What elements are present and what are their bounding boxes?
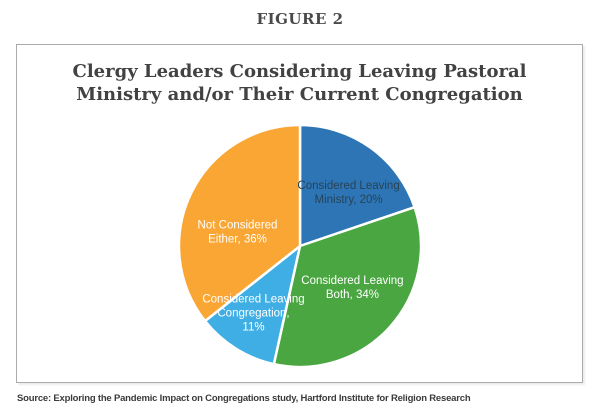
figure-label: FIGURE 2: [256, 10, 344, 28]
pie-label-ministry: Considered Leaving Ministry, 20%: [297, 180, 399, 206]
pie-chart: Considered Leaving Ministry, 20% Considere…: [177, 123, 423, 369]
pie-label-congregation: Considered Leaving Congregation, 11%: [202, 293, 304, 333]
chart-title: Clergy Leaders Considering Leaving Pasto…: [17, 60, 582, 106]
chart-panel: Clergy Leaders Considering Leaving Pasto…: [16, 44, 583, 383]
pie-slice-congregation: [203, 244, 302, 366]
pie-label-both: Considered Leaving Both, 34%: [301, 275, 403, 301]
chart-title-line-2: Ministry and/or Their Current Congregati…: [76, 84, 523, 105]
chart-title-line-1: Clergy Leaders Considering Leaving Pasto…: [72, 61, 527, 82]
pie-slice-neither: [177, 123, 302, 323]
pie-slice-both: [272, 205, 423, 369]
source-note: Source: Exploring the Pandemic Impact on…: [17, 393, 471, 404]
pie-label-neither: Not Considered Either, 36%: [198, 220, 278, 246]
